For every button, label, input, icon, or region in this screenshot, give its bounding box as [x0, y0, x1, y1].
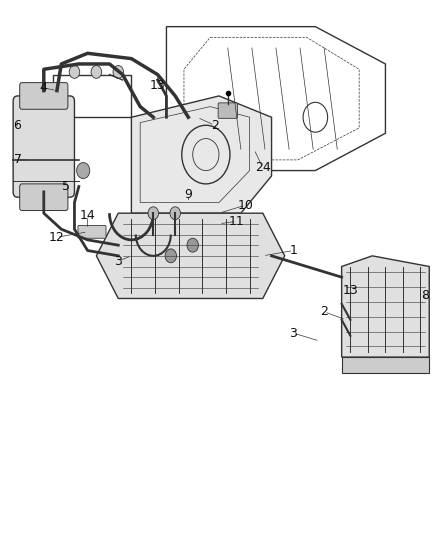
Text: 2: 2	[320, 305, 328, 318]
FancyBboxPatch shape	[20, 83, 68, 109]
Text: 13: 13	[150, 79, 166, 92]
Polygon shape	[342, 357, 429, 373]
Circle shape	[91, 66, 102, 78]
Text: 9: 9	[184, 188, 192, 201]
Text: 14: 14	[80, 209, 95, 222]
Text: 1: 1	[290, 244, 297, 257]
Polygon shape	[96, 213, 285, 298]
Polygon shape	[131, 96, 272, 213]
FancyBboxPatch shape	[78, 225, 106, 238]
Text: 7: 7	[14, 154, 21, 166]
Text: 3: 3	[114, 255, 122, 268]
Text: 3: 3	[290, 327, 297, 340]
Text: 11: 11	[229, 215, 244, 228]
Circle shape	[165, 249, 177, 263]
Text: 8: 8	[421, 289, 429, 302]
Circle shape	[69, 66, 80, 78]
Text: 24: 24	[255, 161, 271, 174]
Circle shape	[187, 238, 198, 252]
Polygon shape	[342, 256, 429, 357]
Circle shape	[148, 207, 159, 220]
Text: 2: 2	[211, 119, 219, 132]
Circle shape	[113, 66, 124, 78]
FancyBboxPatch shape	[13, 96, 74, 197]
Circle shape	[170, 207, 180, 220]
Circle shape	[77, 163, 90, 179]
FancyBboxPatch shape	[20, 184, 68, 211]
Text: 5: 5	[62, 180, 70, 193]
Text: 10: 10	[237, 199, 253, 212]
Text: 6: 6	[14, 119, 21, 132]
FancyBboxPatch shape	[218, 103, 237, 118]
Text: 4: 4	[40, 82, 48, 94]
Text: 13: 13	[343, 284, 358, 297]
Text: 12: 12	[49, 231, 65, 244]
